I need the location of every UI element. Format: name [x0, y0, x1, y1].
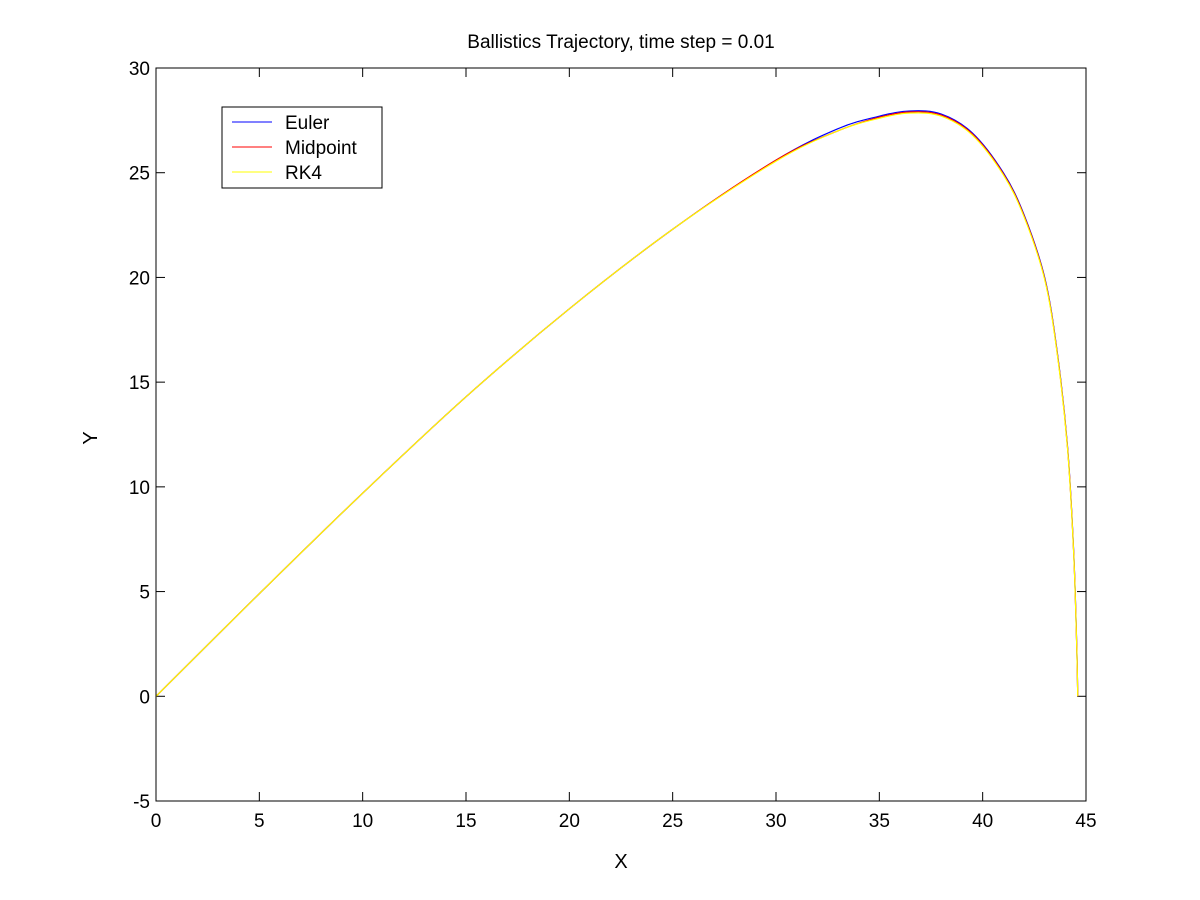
legend-label-rk4: RK4 — [285, 163, 322, 184]
x-tick-label: 30 — [765, 811, 786, 832]
y-tick-label: -5 — [133, 792, 150, 813]
x-tick-label: 35 — [869, 811, 890, 832]
y-tick-label: 5 — [139, 583, 150, 604]
plot-frame — [155, 67, 1087, 802]
x-tick-label: 20 — [559, 811, 580, 832]
legend-label-midpoint: Midpoint — [285, 138, 358, 159]
chart-title: Ballistics Trajectory, time step = 0.01 — [467, 32, 774, 53]
y-tick-label: 30 — [129, 59, 150, 80]
x-tick-label: 40 — [972, 811, 993, 832]
plot-area — [156, 68, 1086, 801]
x-axis-label: X — [614, 851, 627, 873]
y-tick-label: 10 — [129, 478, 150, 499]
y-tick-label: 20 — [129, 268, 150, 289]
y-tick-label: 25 — [129, 164, 150, 185]
x-tick-label: 45 — [1075, 811, 1096, 832]
legend: Euler Midpoint RK4 — [221, 106, 383, 189]
y-tick-label: 0 — [139, 687, 150, 708]
series-line-rk4 — [155, 112, 1079, 697]
x-tick-label: 10 — [352, 811, 373, 832]
x-tick-label: 0 — [151, 811, 162, 832]
x-tick-label: 25 — [662, 811, 683, 832]
legend-label-euler: Euler — [285, 113, 330, 134]
y-tick-label: 15 — [129, 373, 150, 394]
series-layer — [155, 110, 1079, 697]
y-axis-label: Y — [80, 431, 102, 444]
x-tick-label: 15 — [455, 811, 476, 832]
x-tick-label: 5 — [254, 811, 265, 832]
